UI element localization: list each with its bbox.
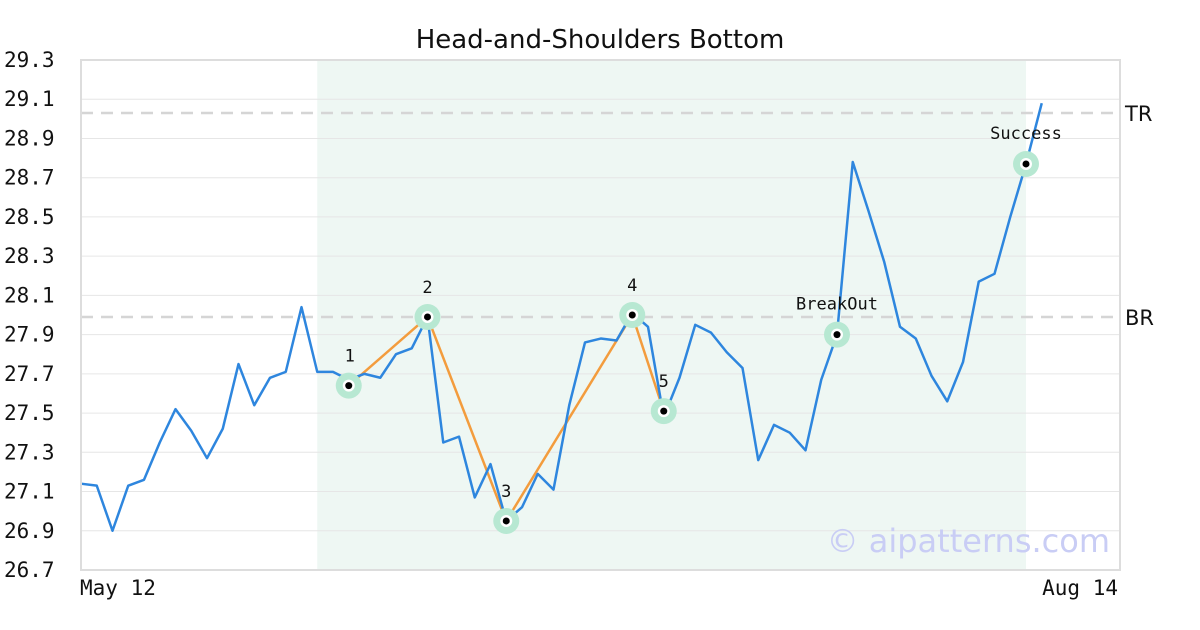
chart-title: Head-and-Shoulders Bottom [416, 25, 785, 55]
price-line [80, 102, 1043, 533]
y-tick-label: 26.7 [4, 558, 55, 582]
y-tick-label: 26.9 [4, 519, 55, 543]
y-tick-label: 28.9 [4, 126, 55, 150]
pattern-point-4-dot [628, 311, 636, 319]
pattern-point-5-label: 5 [659, 372, 669, 392]
pattern-point-5-dot [660, 407, 668, 415]
pattern-segment [505, 314, 634, 522]
pattern-point-2-dot [424, 313, 431, 321]
plot-frame [80, 59, 1121, 571]
pattern-point-1-label: 1 [345, 347, 355, 367]
y-tick-label: 28.1 [4, 283, 55, 307]
event-point-success-dot [1022, 160, 1030, 168]
y-tick-label: 29.3 [4, 48, 55, 72]
y-tick-label: 28.7 [4, 166, 55, 190]
event-point-success-label: Success [990, 124, 1062, 144]
y-tick-label: 27.3 [4, 440, 55, 464]
x-tick-end: Aug 14 [1042, 576, 1118, 600]
y-tick-label: 27.1 [4, 480, 55, 504]
pattern-point-1-dot [345, 382, 353, 390]
pattern-point-4-label: 4 [627, 276, 637, 296]
reference-label-tr: TR [1124, 102, 1152, 126]
y-tick-label: 29.1 [4, 87, 55, 111]
watermark: © aipatterns.com [827, 522, 1110, 560]
pattern-point-3-dot [502, 517, 510, 525]
event-point-breakout-label: BreakOut [796, 295, 878, 315]
x-tick-start: May 12 [80, 576, 156, 600]
y-tick-label: 27.5 [4, 401, 55, 425]
pattern-segment [631, 314, 665, 412]
pattern-point-3-label: 3 [501, 482, 511, 502]
y-tick-label: 28.3 [4, 244, 55, 268]
pattern-point-2-label: 2 [422, 278, 432, 298]
pattern-segment [426, 316, 508, 522]
event-point-breakout-dot [833, 331, 841, 339]
y-tick-label: 28.5 [4, 205, 55, 229]
reference-label-br: BR [1125, 306, 1154, 330]
y-tick-label: 27.9 [4, 323, 55, 347]
y-tick-label: 27.7 [4, 362, 55, 386]
